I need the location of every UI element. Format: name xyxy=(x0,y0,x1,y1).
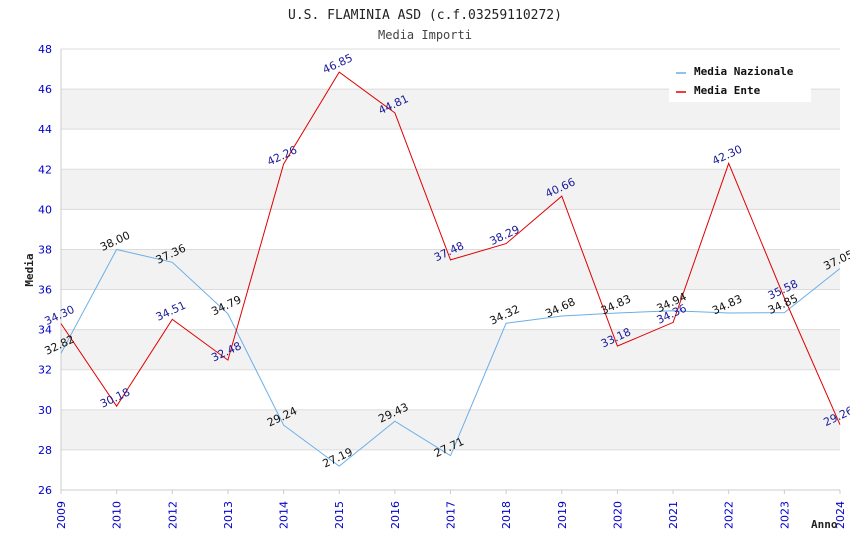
y-tick-label: 36 xyxy=(38,284,52,297)
data-label-media-ente: 46.85 xyxy=(321,51,355,76)
legend-label-media-nazionale: Media Nazionale xyxy=(694,65,794,78)
plot-band xyxy=(61,169,840,210)
plot-band xyxy=(61,329,840,370)
data-label-media-nazionale: 34.83 xyxy=(599,292,633,317)
chart-subtitle: Media Importi xyxy=(378,28,472,42)
x-tick-label: 2012 xyxy=(166,501,179,529)
y-tick-label: 42 xyxy=(38,163,52,176)
legend-label-media-ente: Media Ente xyxy=(694,84,761,97)
x-tick-label: 2023 xyxy=(778,501,791,529)
data-label-media-ente: 34.51 xyxy=(154,299,188,324)
y-tick-label: 40 xyxy=(38,203,52,216)
x-tick-labels: 2009 2010 2012 2013 2014 2015 2016 2017 2018 2019… xyxy=(55,490,847,529)
x-tick-label: 2009 xyxy=(55,501,68,529)
data-label-media-ente: 42.26 xyxy=(265,143,299,168)
plot-band xyxy=(61,409,840,450)
plot-bands xyxy=(61,89,840,450)
data-label-media-ente: 30.18 xyxy=(98,385,132,410)
x-tick-label: 2019 xyxy=(556,501,569,529)
chart-title: U.S. FLAMINIA ASD (c.f.03259110272) xyxy=(288,8,562,23)
y-tick-label: 30 xyxy=(38,404,52,417)
x-tick-label: 2018 xyxy=(500,501,513,529)
x-tick-label: 2024 xyxy=(834,501,847,529)
series-lines xyxy=(60,71,841,467)
y-tick-label: 26 xyxy=(38,484,52,497)
x-tick-label: 2014 xyxy=(278,501,291,529)
y-tick-label: 32 xyxy=(38,364,52,377)
data-label-media-nazionale: 34.79 xyxy=(209,293,243,318)
x-tick-label: 2015 xyxy=(333,501,346,529)
x-tick-label: 2017 xyxy=(445,501,458,529)
y-tick-label: 28 xyxy=(38,444,52,457)
y-tick-label: 34 xyxy=(38,324,52,337)
y-tick-label: 48 xyxy=(38,43,52,56)
y-tick-label: 46 xyxy=(38,83,52,96)
y-tick-label: 44 xyxy=(38,123,52,136)
x-tick-label: 2016 xyxy=(389,501,402,529)
y-tick-label: 38 xyxy=(38,243,52,256)
x-tick-label: 2010 xyxy=(111,501,124,529)
legend: Media Nazionale Media Ente xyxy=(669,58,811,102)
y-axis-label: Media xyxy=(23,253,36,286)
plot-band xyxy=(61,249,840,290)
y-tick-labels: 26 28 30 32 34 36 38 40 42 44 46 48 xyxy=(38,43,52,497)
data-label-media-nazionale: 34.83 xyxy=(710,292,744,317)
legend-box xyxy=(669,58,811,102)
x-tick-label: 2013 xyxy=(222,501,235,529)
series-line-media-ente xyxy=(60,71,841,425)
x-tick-label: 2020 xyxy=(611,501,624,529)
gridlines xyxy=(61,48,840,491)
x-tick-label: 2022 xyxy=(723,501,736,529)
x-axis-label: Anno xyxy=(811,518,838,531)
x-tick-label: 2021 xyxy=(667,501,680,529)
data-label-media-ente: 42.30 xyxy=(710,143,744,168)
data-label-media-nazionale: 34.32 xyxy=(488,302,522,327)
data-label-media-ente: 34.30 xyxy=(42,303,76,328)
series-line-media-nazionale xyxy=(60,248,841,467)
